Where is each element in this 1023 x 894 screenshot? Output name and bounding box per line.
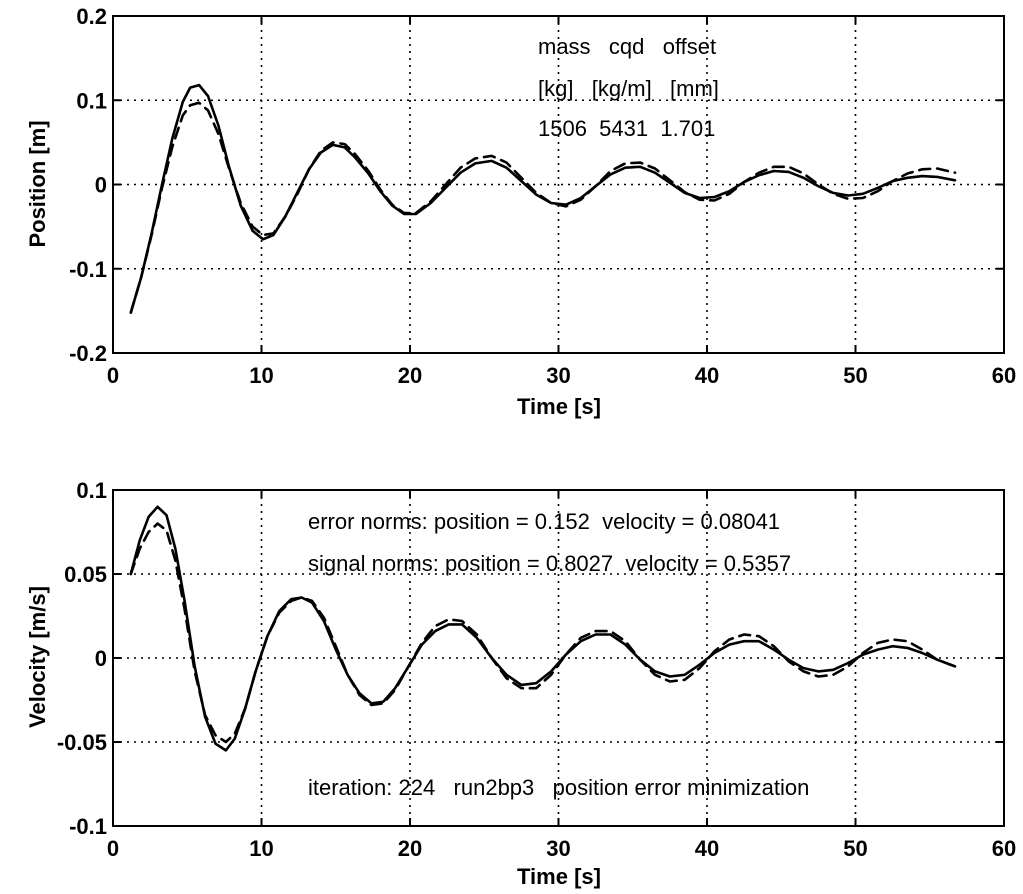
- velocity-series: [129, 505, 957, 752]
- position-y-tick-label: -0.2: [69, 341, 107, 366]
- position-annotation-units: [kg] [kg/m] [mm]: [538, 76, 719, 101]
- position-y-tick-label: 0: [95, 173, 107, 198]
- velocity-plot: 0 10 20 30 40 50 600.10.050-0.05-0.1 Time [s] …: [25, 478, 1016, 889]
- velocity-x-tick-label: 0: [107, 836, 119, 861]
- position-y-tick-label: -0.1: [69, 257, 107, 282]
- position-x-tick-label: 60: [992, 363, 1016, 388]
- velocity-y-tick-label: 0.05: [64, 562, 107, 587]
- position-series: [129, 83, 957, 314]
- velocity-x-tick-label: 40: [695, 836, 719, 861]
- velocity-x-axis-title: Time [s]: [517, 864, 601, 889]
- position-x-tick-label: 40: [695, 363, 719, 388]
- position-annotation-values: 1506 5431 1.701: [538, 116, 715, 141]
- position-x-tick-label: 50: [843, 363, 867, 388]
- velocity-y-tick-label: 0: [95, 646, 107, 671]
- position-x-tick-label: 10: [249, 363, 273, 388]
- velocity-ticks: 0 10 20 30 40 50 60 0.1 0.05 0 -0.05 -0.1: [57, 478, 1016, 861]
- position-x-tick-label: 30: [546, 363, 570, 388]
- velocity-y-tick-label: -0.1: [69, 814, 107, 839]
- velocity-y-tick-label: 0.1: [76, 478, 107, 503]
- position-x-axis-title: Time [s]: [517, 394, 601, 419]
- velocity-x-tick-label: 20: [398, 836, 422, 861]
- velocity-x-tick-label: 60: [992, 836, 1016, 861]
- position-y-axis-title: Position [m]: [25, 120, 50, 247]
- velocity-y-tick-label: -0.05: [57, 730, 107, 755]
- position-grid: [113, 16, 1004, 353]
- velocity-series-dashed: [129, 522, 957, 744]
- position-y-tick-label: 0.2: [76, 4, 107, 29]
- velocity-x-tick-label: 50: [843, 836, 867, 861]
- position-annotation-header: mass cqd offset: [538, 34, 716, 59]
- velocity-annotation-iteration: iteration: 224 run2bp3 position error mi…: [308, 775, 809, 800]
- velocity-series-solid: [129, 505, 957, 752]
- position-x-tick-label: 0: [107, 363, 119, 388]
- position-plot: 0 10 20 30 40 50 60 0.2 0.1 0 -0.1 -0.2 Time [s] Po…: [25, 4, 1016, 419]
- position-y-tick-label: 0.1: [76, 88, 107, 113]
- velocity-x-tick-label: 30: [546, 836, 570, 861]
- velocity-annotation-signal-norms: signal norms: position = 0.8027 velocity…: [308, 551, 791, 576]
- position-ticks: 0 10 20 30 40 50 60 0.2 0.1 0 -0.1 -0.2: [69, 4, 1016, 388]
- velocity-y-axis-title: Velocity [m/s]: [25, 586, 50, 728]
- position-series-dashed: [129, 101, 957, 314]
- position-x-tick-label: 20: [398, 363, 422, 388]
- velocity-annotation-error-norms: error norms: position = 0.152 velocity =…: [308, 509, 780, 534]
- velocity-x-tick-label: 10: [249, 836, 273, 861]
